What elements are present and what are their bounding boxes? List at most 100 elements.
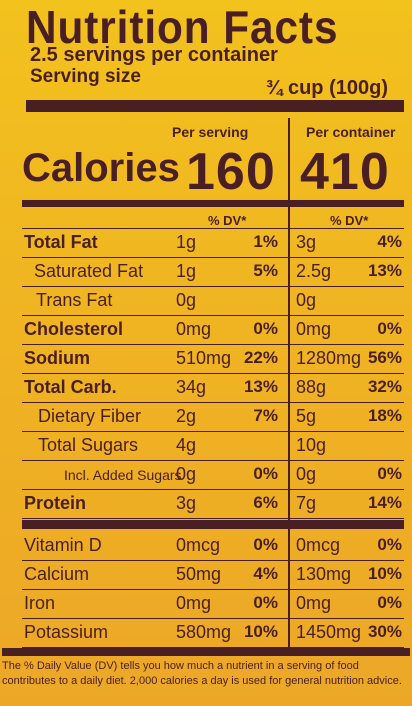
container-dv: 0% [377,319,402,338]
nutrient-name: Iron [24,593,56,613]
container-dv: 30% [367,622,402,641]
serving-amount: 510mg [176,348,232,368]
row-rule [22,257,404,258]
nutrient-name: Total Carb. [24,377,117,397]
container-amount: 5g [296,406,317,426]
nutrient-row: Sodium 510mg 22% 1280mg 56% [0,345,412,374]
serving-amount: 0g [176,290,197,310]
container-amount: 1450mg [296,622,362,642]
nutrient-row: Protein 3g 6% 7g 14% [0,490,412,519]
row-rule [22,489,404,490]
container-amount: 0mg [296,319,332,339]
nutrient-row: Cholesterol 0mg 0% 0mg 0% [0,316,412,345]
nutrient-row: Incl. Added Sugars 0g 0% 0g 0% [0,461,412,490]
servings-per-container: 2.5 servings per container [30,44,278,66]
nutrient-row: Trans Fat 0g 0g [0,287,412,316]
bottom-thick-rule [2,648,410,656]
serving-size-value: ¾ cup (100g) [265,77,388,99]
serving-dv: 7% [253,406,278,425]
nutrient-name: Total Fat [24,232,98,252]
serving-dv: 0% [253,535,278,554]
serving-dv: 0% [253,319,278,338]
nutrient-row: Saturated Fat 1g 5% 2.5g 13% [0,258,412,287]
serving-size-label: Serving size [30,66,141,87]
row-rule [22,589,404,590]
serving-dv: 22% [243,348,278,367]
label-title: Nutrition Facts [26,1,339,53]
nutrient-row: Total Fat 1g 1% 3g 4% [0,229,412,258]
serving-amount: 4g [176,435,197,455]
container-amount: 10g [296,435,327,455]
nutrient-row: Total Carb. 34g 13% 88g 32% [0,374,412,403]
row-rule [22,315,404,316]
container-amount: 0mcg [296,535,341,555]
nutrient-name: Incl. Added Sugars [64,467,182,483]
row-rule [22,647,404,648]
container-amount: 0g [296,290,317,310]
row-rule [22,344,404,345]
nutrient-row: Total Sugars 4g 10g [0,432,412,461]
nutrient-name: Total Sugars [38,435,139,455]
per-container-header: Per container [306,124,396,140]
container-dv: 10% [367,564,402,583]
top-thick-rule [26,100,404,112]
daily-value-footnote: The % Daily Value (DV) tells you how muc… [2,660,402,687]
container-dv: 56% [367,348,402,367]
container-dv: 0% [377,535,402,554]
container-dv: 4% [377,232,402,251]
row-rule [22,560,404,561]
container-dv: 13% [367,261,402,280]
container-dv: 32% [367,377,402,396]
container-dv: 0% [377,593,402,612]
dv-header-container: % DV* [330,213,369,228]
serving-amount: 0mg [176,319,212,339]
nutrient-name: Calcium [24,564,90,584]
serving-amount: 0mg [176,593,212,613]
serving-amount: 2g [176,406,197,426]
nutrient-name: Vitamin D [24,535,102,555]
container-amount: 88g [296,377,327,397]
container-amount: 7g [296,493,317,513]
container-amount: 2.5g [296,261,332,281]
nutrient-name: Potassium [24,622,109,642]
protein-thick-rule [22,520,404,529]
container-amount: 0g [296,464,317,484]
serving-dv: 5% [253,261,278,280]
serving-amount: 0mcg [176,535,221,555]
nutrient-row: Iron 0mg 0% 0mg 0% [0,590,412,619]
serving-amount: 0g [176,464,197,484]
serving-amount: 580mg [176,622,232,642]
serving-amount: 3g [176,493,197,513]
row-rule [22,460,404,461]
row-rule [22,286,404,287]
nutrient-name: Trans Fat [36,290,113,310]
nutrient-row: Vitamin D 0mcg 0% 0mcg 0% [0,532,412,561]
calories-per-serving: 160 [186,143,276,201]
container-amount: 3g [296,232,317,252]
nutrient-name: Protein [24,493,87,513]
container-amount: 130mg [296,564,352,584]
container-dv: 18% [367,406,402,425]
dv-header-rule [22,228,404,229]
calories-rule [22,200,404,207]
nutrient-name: Cholesterol [24,319,124,339]
nutrient-row: Potassium 580mg 10% 1450mg 30% [0,619,412,648]
serving-dv: 4% [253,564,278,583]
column-divider [288,118,290,648]
nutrient-name: Dietary Fiber [38,406,142,426]
container-amount: 1280mg [296,348,362,368]
serving-dv: 6% [253,493,278,512]
row-rule [22,402,404,403]
serving-amount: 1g [176,261,197,281]
serving-dv: 0% [253,464,278,483]
serving-amount: 34g [176,377,207,397]
serving-dv: 10% [243,622,278,641]
nutrient-row: Dietary Fiber 2g 7% 5g 18% [0,403,412,432]
calories-per-container: 410 [300,143,390,201]
container-amount: 0mg [296,593,332,613]
per-serving-header: Per serving [172,124,249,140]
serving-dv: 13% [243,377,278,396]
nutrient-name: Sodium [24,348,90,368]
serving-amount: 50mg [176,564,222,584]
